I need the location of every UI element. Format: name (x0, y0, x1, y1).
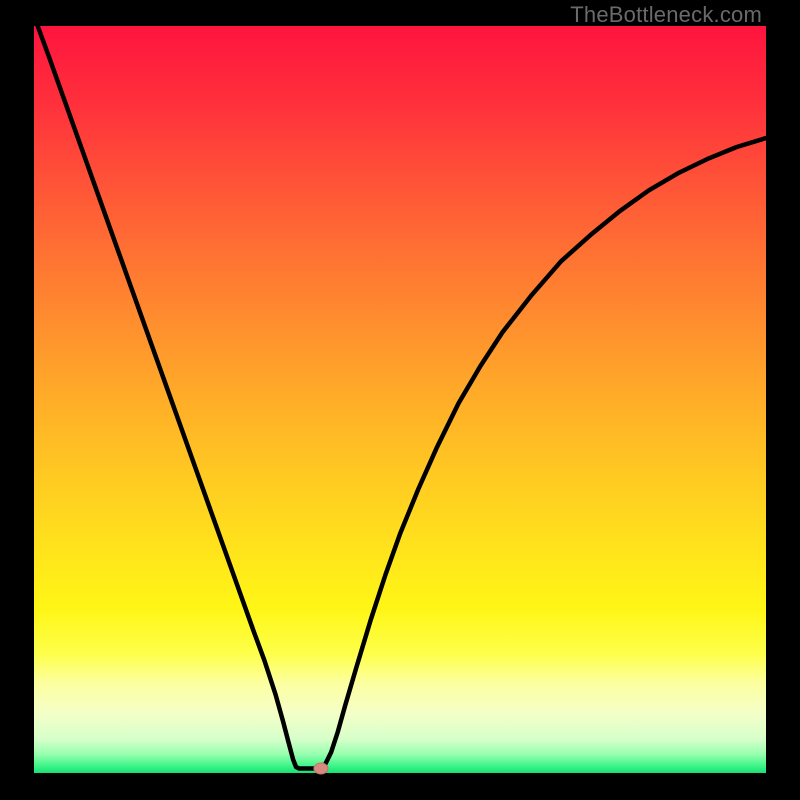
bottleneck-chart (0, 0, 800, 800)
chart-container: TheBottleneck.com (0, 0, 800, 800)
chart-plot-area (34, 26, 766, 773)
optimal-point-marker (314, 763, 328, 774)
watermark-label: TheBottleneck.com (570, 2, 762, 28)
